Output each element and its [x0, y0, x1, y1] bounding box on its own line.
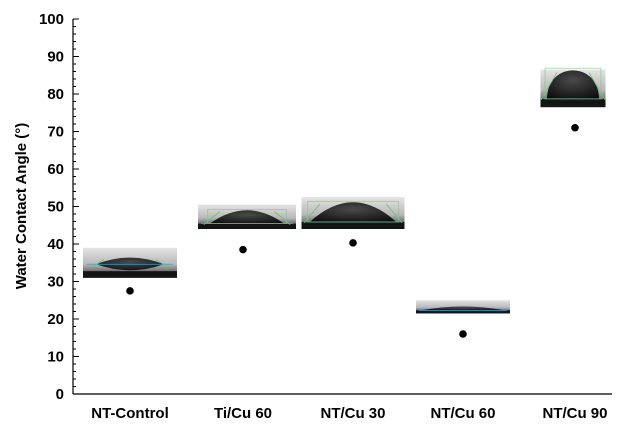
data-point [239, 245, 247, 254]
x-category-label: NT/Cu 90 [542, 405, 607, 422]
y-tick-label: 90 [47, 49, 64, 66]
data-point [459, 330, 467, 338]
data-point [571, 123, 579, 132]
y-tick-label: 40 [47, 236, 64, 253]
droplet-inset [198, 204, 296, 229]
y-tick-label: 20 [47, 311, 64, 328]
droplet-inset [416, 300, 510, 314]
y-tick-label: 100 [39, 11, 64, 28]
y-tick-label: 70 [47, 124, 64, 141]
data-point [126, 287, 134, 295]
y-tick-label: 0 [56, 386, 64, 403]
droplet-inset [540, 67, 606, 108]
droplet-insets [83, 67, 606, 314]
x-category-label: NT/Cu 30 [320, 405, 385, 422]
y-axis-tick-labels: 0 10 20 30 40 50 60 70 80 90 100 [39, 11, 64, 403]
data-points [126, 123, 579, 338]
x-axis-category-labels: NT-Control Ti/Cu 60 NT/Cu 30 NT/Cu 60 NT/Cu … [91, 405, 607, 422]
droplet-inset [301, 197, 405, 229]
y-tick-label: 50 [47, 199, 64, 216]
y-tick-label: 60 [47, 161, 64, 178]
y-tick-label: 30 [47, 274, 64, 291]
x-category-label: Ti/Cu 60 [214, 405, 272, 422]
x-category-label: NT-Control [91, 405, 168, 422]
y-axis-ticks [73, 18, 79, 395]
y-tick-label: 10 [47, 349, 64, 366]
data-point [349, 239, 357, 247]
x-category-label: NT/Cu 60 [430, 405, 495, 422]
y-tick-label: 80 [47, 86, 64, 103]
y-axis-title: Water Contact Angle (°) [13, 123, 30, 290]
droplet-inset [83, 247, 177, 278]
